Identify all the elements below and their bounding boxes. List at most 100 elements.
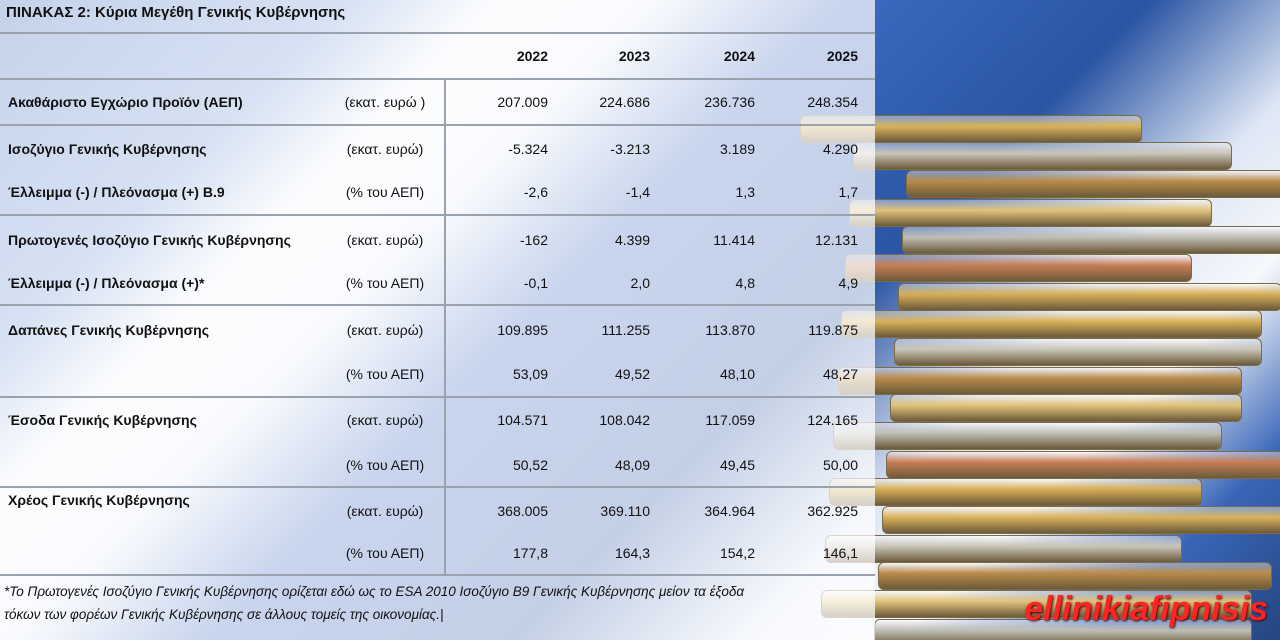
cell: 109.895: [497, 322, 548, 338]
unit: (εκατ. ευρώ): [346, 322, 424, 338]
unit: (εκατ. ευρώ ): [344, 94, 426, 110]
coin: [821, 590, 1252, 618]
row-label: Πρωτογενές Ισοζύγιο Γενικής Κυβέρνησης: [8, 232, 291, 248]
cell: -162: [519, 232, 548, 248]
coin: [906, 170, 1280, 198]
cell: 4,9: [838, 275, 858, 291]
divider: [0, 396, 875, 398]
row-label: Έσοδα Γενικής Κυβέρνησης: [8, 412, 197, 428]
cell: 369.110: [600, 503, 650, 519]
footnote: *Το Πρωτογενές Ισοζύγιο Γενικής Κυβέρνησ…: [4, 584, 745, 599]
cell: 146,1: [822, 545, 858, 561]
unit: (% του ΑΕΠ): [345, 545, 425, 561]
cell: 48,09: [614, 457, 650, 473]
coin: [829, 478, 1202, 506]
cell: -5.324: [508, 141, 548, 157]
divider: [0, 304, 875, 306]
cell: 1,3: [735, 184, 755, 200]
cell: 119.875: [808, 322, 858, 338]
coin: [841, 310, 1262, 338]
cell: 124.165: [807, 412, 858, 428]
cell: 154,2: [719, 545, 755, 561]
divider: [444, 487, 446, 575]
title: ΠΙΝΑΚΑΣ 2: Κύρια Μεγέθη Γενικής Κυβέρνησ…: [6, 4, 346, 21]
cell: 177,8: [512, 545, 548, 561]
column-header: 2023: [618, 48, 650, 64]
cell: 111.255: [601, 322, 650, 338]
coin: [853, 142, 1232, 170]
cell: 362.925: [807, 503, 858, 519]
coin: [894, 338, 1262, 366]
coin: [882, 506, 1280, 534]
cell: 236.736: [704, 94, 755, 110]
cell: 4.290: [822, 141, 858, 157]
row-label: Δαπάνες Γενικής Κυβέρνησης: [8, 322, 209, 338]
footnote: τόκων των φορέων Γενικής Κυβέρνησης σε ά…: [4, 607, 444, 622]
cell: -3.213: [610, 141, 650, 157]
cell: 108.042: [599, 412, 650, 428]
divider: [444, 215, 446, 305]
row-label: Ισοζύγιο Γενικής Κυβέρνησης: [8, 141, 207, 157]
unit: (% του ΑΕΠ): [345, 457, 425, 473]
coin: [833, 422, 1222, 450]
row-label: Έλλειμμα (-) / Πλεόνασμα (+) Β.9: [8, 184, 225, 200]
cell: -2,6: [523, 184, 548, 200]
cell: 4,8: [735, 275, 755, 291]
column-header: 2022: [516, 48, 548, 64]
cell: 49,45: [719, 457, 755, 473]
cell: 113.870: [705, 322, 755, 338]
unit: (% του ΑΕΠ): [345, 184, 425, 200]
cell: 224.686: [599, 94, 650, 110]
cell: 104.571: [497, 412, 548, 428]
cell: 248.354: [807, 94, 858, 110]
coin: [837, 367, 1242, 395]
row-label: Ακαθάριστο Εγχώριο Προϊόν (ΑΕΠ): [8, 94, 243, 110]
cell: 53,09: [512, 366, 548, 382]
cell: 50,00: [822, 457, 858, 473]
divider: [444, 305, 446, 397]
coin: [902, 226, 1280, 254]
divider: [0, 32, 875, 34]
unit: (εκατ. ευρώ): [346, 412, 424, 428]
divider: [0, 574, 875, 576]
cell: 207.009: [497, 94, 548, 110]
column-header: 2024: [723, 48, 755, 64]
cell: -0,1: [523, 275, 548, 291]
cell: 48,10: [719, 366, 755, 382]
cell: 48,27: [822, 366, 858, 382]
coin: [845, 254, 1192, 282]
cell: 4.399: [614, 232, 650, 248]
cell: 364.964: [704, 503, 755, 519]
cell: 3.189: [719, 141, 755, 157]
divider: [0, 214, 875, 216]
cell: 164,3: [614, 545, 650, 561]
cell: 12.131: [815, 232, 858, 248]
coin: [849, 199, 1212, 227]
unit: (εκατ. ευρώ): [346, 503, 424, 519]
unit: (εκατ. ευρώ): [346, 232, 424, 248]
cell: 2,0: [630, 275, 650, 291]
cell: 11.414: [713, 232, 755, 248]
watermark: ellinikiafipnisis: [1024, 590, 1268, 628]
divider: [0, 486, 875, 488]
row-label: Χρέος Γενικής Κυβέρνησης: [8, 492, 190, 508]
cell: 50,52: [512, 457, 548, 473]
coin: [878, 562, 1272, 590]
unit: (εκατ. ευρώ): [346, 141, 424, 157]
unit: (% του ΑΕΠ): [345, 366, 425, 382]
divider: [444, 397, 446, 487]
coin: [898, 283, 1280, 311]
divider: [444, 125, 446, 215]
cell: 368.005: [497, 503, 548, 519]
divider: [0, 124, 875, 126]
divider: [0, 78, 875, 80]
coin: [890, 394, 1242, 422]
column-header: 2025: [826, 48, 858, 64]
cell: 1,7: [838, 184, 858, 200]
table-panel: [0, 0, 875, 640]
cell: 49,52: [614, 366, 650, 382]
coin: [886, 451, 1280, 479]
unit: (% του ΑΕΠ): [345, 275, 425, 291]
